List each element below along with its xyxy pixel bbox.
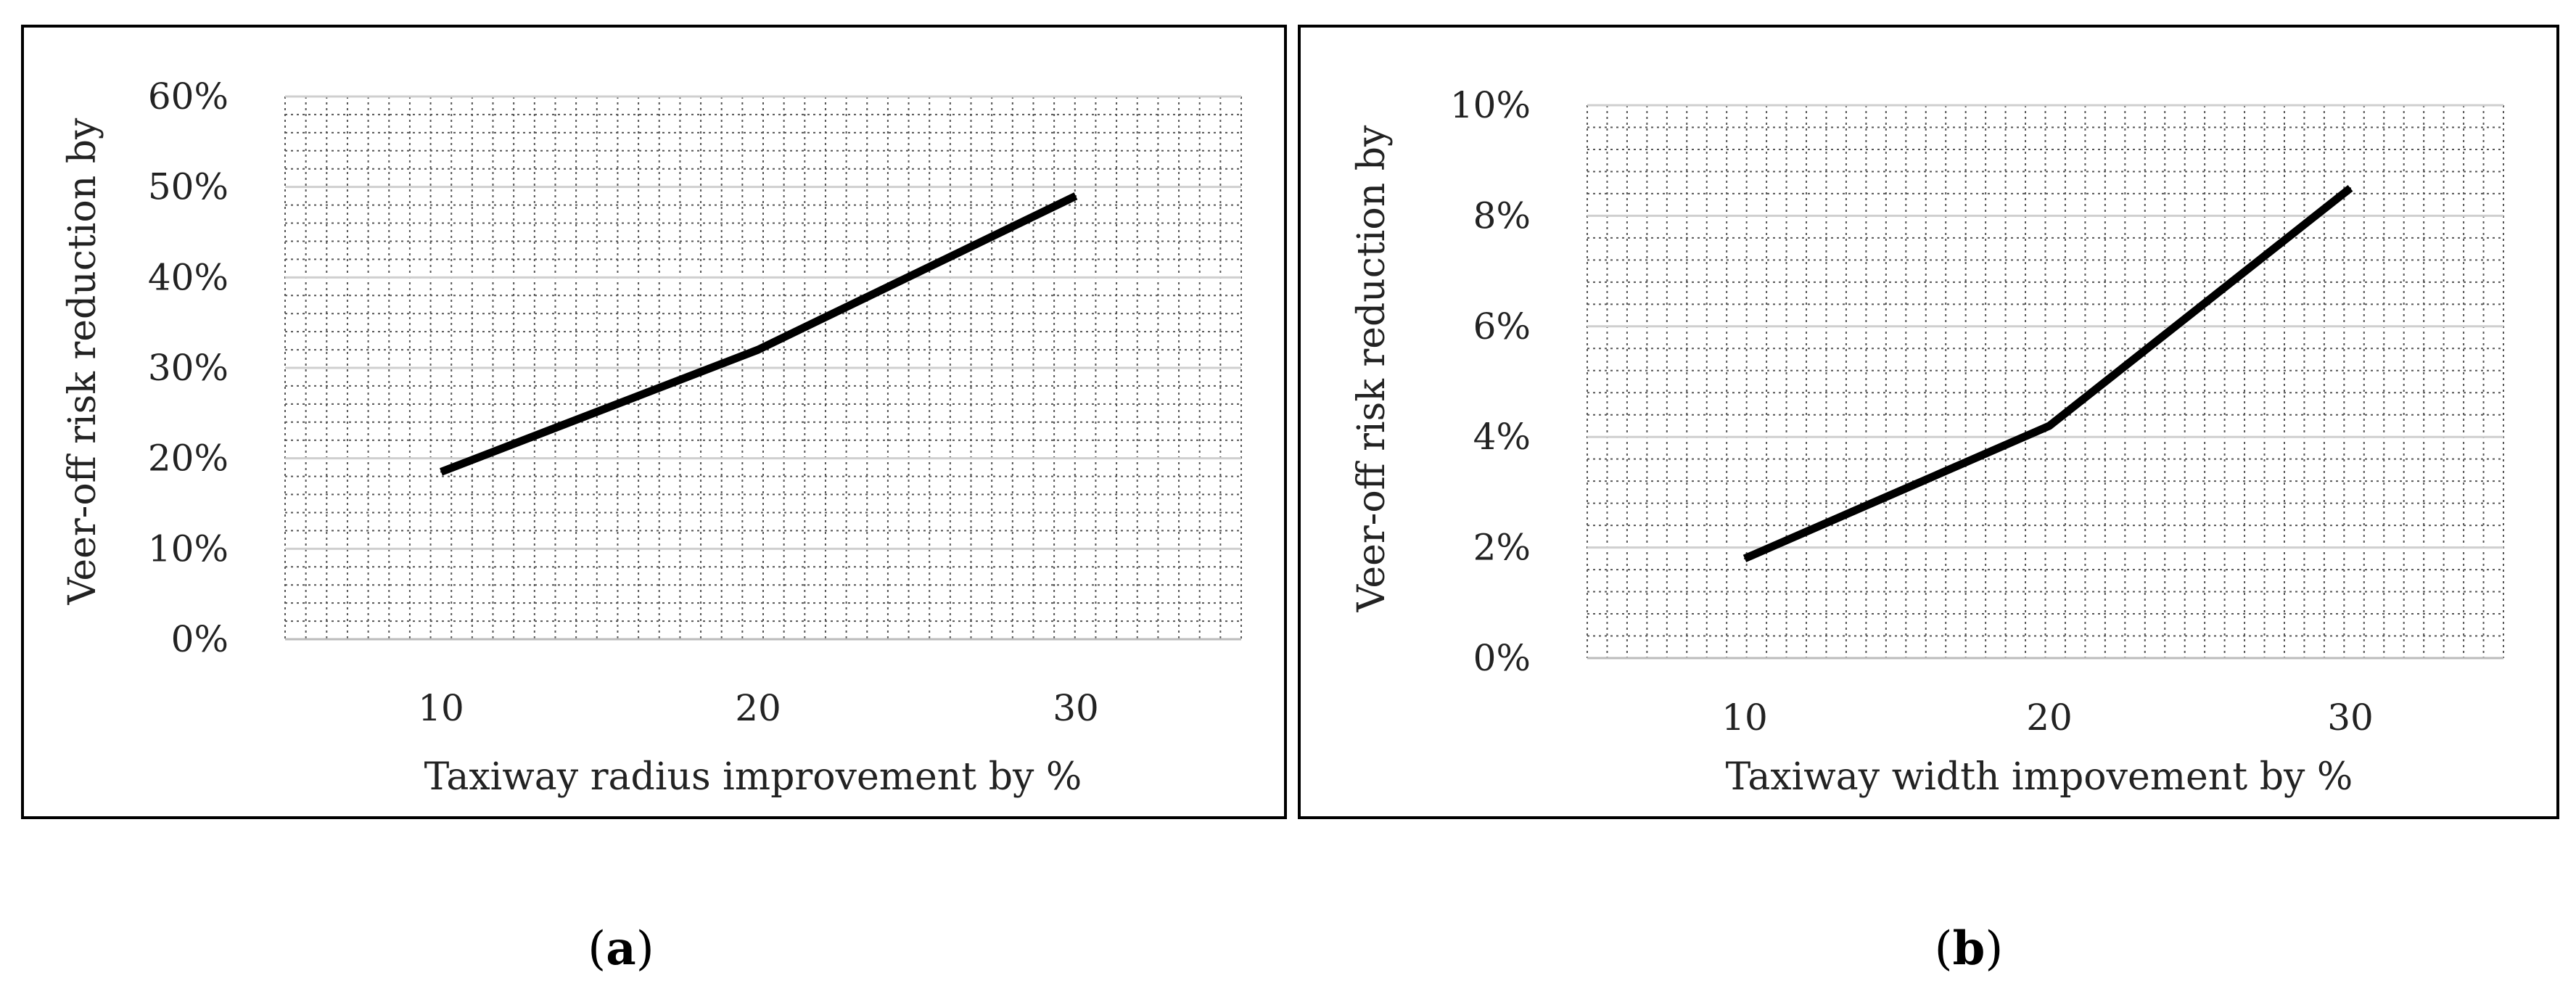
data-point [2049,424,2050,427]
y-tick-label: 6% [1473,305,1531,348]
y-tick-label: 0% [1473,637,1531,679]
data-point [1744,557,1745,559]
caption-b: (b) [1934,921,2004,976]
x-tick-label: 30 [1053,687,1099,729]
y-tick-label: 0% [171,618,229,660]
x-tick-label: 30 [2327,697,2374,739]
data-point [757,349,759,351]
y-tick-label: 50% [148,166,229,208]
x-tick-label: 10 [1721,697,1768,739]
data-point [2350,187,2351,189]
y-tick-label: 4% [1473,416,1531,458]
chart-a-svg: 0% 10% 20% 30% 40% 50% 60% 10 20 30 Taxiway radius… [61,75,1242,799]
y-tick-label: 2% [1473,527,1531,569]
plot-area-b: 0% 2% 4% 6% 8% 10% 10 20 30 Taxiway width impovem… [1350,84,2504,799]
plot-area-a: 0% 10% 20% 30% 40% 50% 60% 10 20 30 Taxiway radius… [61,75,1242,799]
y-tick-label: 8% [1473,194,1531,237]
data-point [440,471,442,473]
chart-b-svg: 0% 2% 4% 6% 8% 10% 10 20 30 Taxiway width impovem… [1350,84,2504,799]
y-tick-label: 60% [148,75,229,118]
y-tick-label: 10% [1450,84,1531,126]
y-tick-label: 30% [148,347,229,389]
y-tick-label: 10% [148,527,229,570]
x-axis-label: Taxiway radius improvement by % [424,755,1082,799]
series-line [440,192,1078,476]
y-axis-label: Veer-off risk reduction by [61,118,104,605]
x-tick-label: 10 [418,687,464,729]
data-point [1075,195,1077,197]
y-tick-label: 40% [148,256,229,298]
chart-panel-b: 0% 2% 4% 6% 8% 10% 10 20 30 Taxiway width impovem… [1298,25,2559,819]
y-axis-label: Veer-off risk reduction by [1350,125,1394,612]
x-tick-label: 20 [2026,697,2073,739]
x-tick-label: 20 [735,687,781,729]
caption-a: (a) [588,921,654,976]
chart-panel-a: 0% 10% 20% 30% 40% 50% 60% 10 20 30 Taxiway radius… [21,25,1287,819]
x-axis-label: Taxiway width impovement by % [1726,755,2353,799]
y-tick-label: 20% [148,438,229,480]
